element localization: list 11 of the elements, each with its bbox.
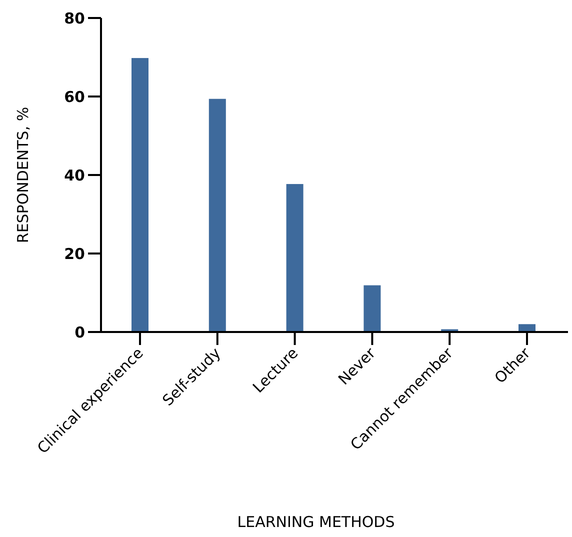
y-tick-label: 0 [74, 323, 85, 342]
bar [208, 98, 226, 332]
x-axis-title: LEARNING METHODS [237, 513, 395, 531]
bar [132, 58, 148, 332]
y-tick-label: 80 [64, 9, 85, 28]
y-tick-label: 60 [64, 88, 85, 106]
bar [286, 184, 304, 332]
y-tick-label: 40 [64, 166, 85, 184]
y-tick-label: 20 [64, 244, 85, 263]
bar [364, 285, 381, 332]
y-axis-title: RESPONDENTS, % [14, 106, 32, 244]
